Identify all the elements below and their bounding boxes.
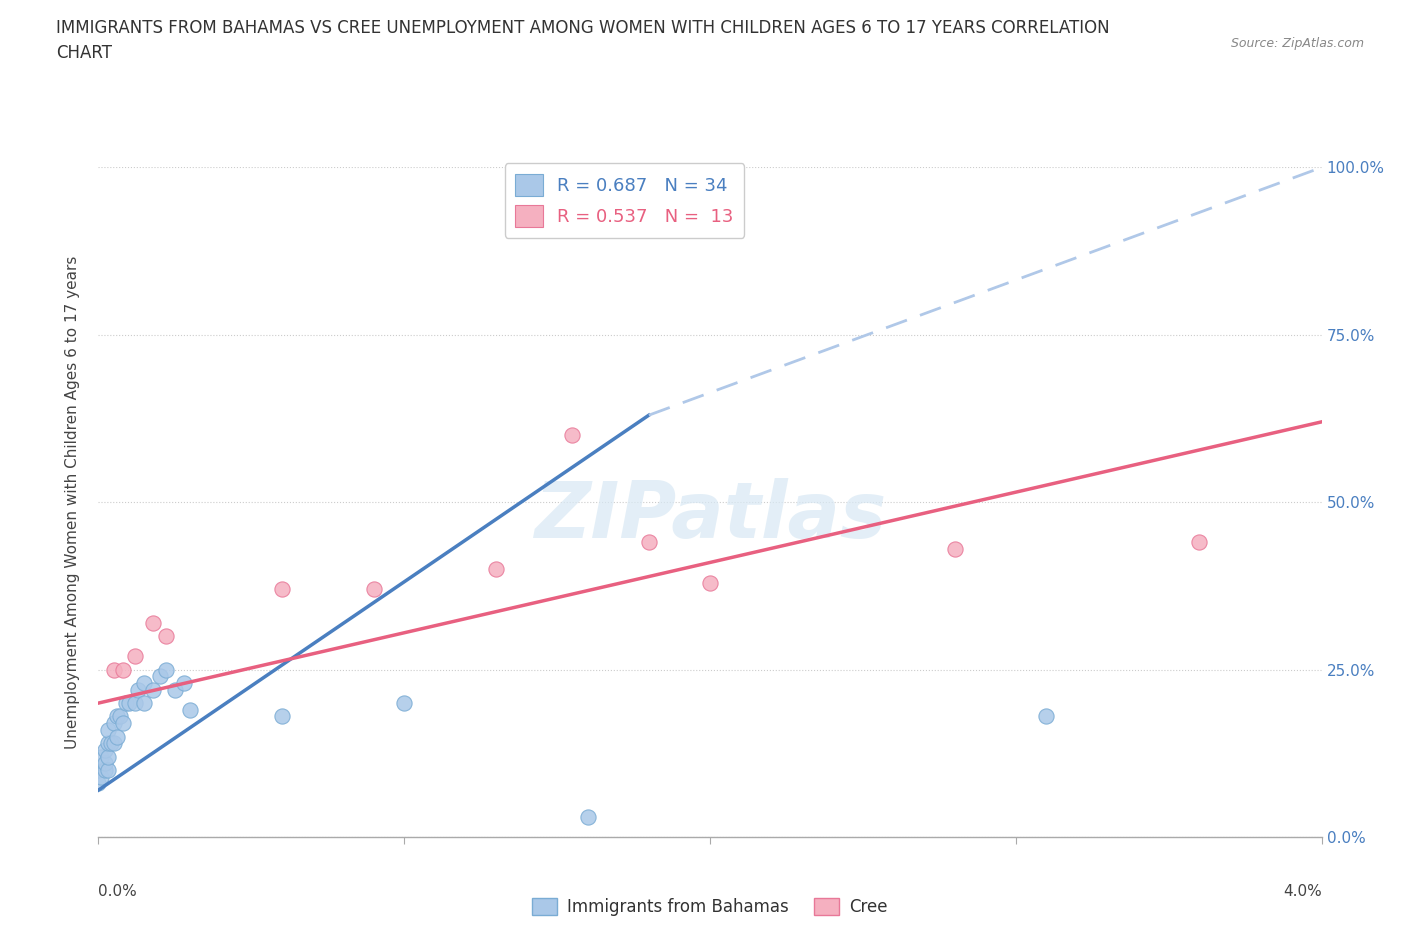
Point bbox=[111, 716, 134, 731]
Point bbox=[111, 662, 134, 677]
Point bbox=[576, 809, 599, 824]
Point bbox=[115, 696, 138, 711]
Point bbox=[100, 736, 122, 751]
Point bbox=[142, 683, 165, 698]
Point bbox=[97, 763, 120, 777]
Point bbox=[699, 575, 721, 590]
Point bbox=[1035, 709, 1057, 724]
Text: 0.0%: 0.0% bbox=[98, 884, 138, 899]
Point bbox=[97, 723, 120, 737]
Point bbox=[127, 683, 149, 698]
Point bbox=[392, 696, 416, 711]
Point bbox=[118, 696, 141, 711]
Point bbox=[105, 709, 128, 724]
Text: ZIPatlas: ZIPatlas bbox=[534, 478, 886, 553]
Point bbox=[87, 776, 110, 790]
Point bbox=[97, 750, 120, 764]
Point bbox=[108, 709, 131, 724]
Point bbox=[637, 535, 661, 550]
Point bbox=[155, 629, 177, 644]
Point bbox=[90, 750, 112, 764]
Text: Source: ZipAtlas.com: Source: ZipAtlas.com bbox=[1230, 37, 1364, 50]
Text: IMMIGRANTS FROM BAHAMAS VS CREE UNEMPLOYMENT AMONG WOMEN WITH CHILDREN AGES 6 TO: IMMIGRANTS FROM BAHAMAS VS CREE UNEMPLOY… bbox=[56, 19, 1109, 61]
Point bbox=[103, 716, 125, 731]
Point bbox=[105, 729, 128, 744]
Legend: Immigrants from Bahamas, Cree: Immigrants from Bahamas, Cree bbox=[526, 891, 894, 923]
Point bbox=[134, 675, 156, 690]
Point bbox=[270, 709, 294, 724]
Point bbox=[87, 763, 110, 777]
Point bbox=[103, 736, 125, 751]
Point bbox=[90, 769, 112, 784]
Text: 4.0%: 4.0% bbox=[1282, 884, 1322, 899]
Point bbox=[485, 562, 508, 577]
Point bbox=[93, 756, 115, 771]
Point bbox=[97, 736, 120, 751]
Point bbox=[270, 582, 294, 597]
Point bbox=[142, 616, 165, 631]
Point bbox=[134, 696, 156, 711]
Point bbox=[124, 649, 146, 664]
Point bbox=[93, 763, 115, 777]
Point bbox=[943, 541, 966, 556]
Point bbox=[124, 696, 146, 711]
Point bbox=[149, 669, 172, 684]
Point bbox=[93, 742, 115, 757]
Point bbox=[1188, 535, 1211, 550]
Point bbox=[561, 428, 583, 443]
Point bbox=[179, 702, 201, 717]
Point bbox=[155, 662, 177, 677]
Point bbox=[163, 683, 186, 698]
Point bbox=[173, 675, 195, 690]
Y-axis label: Unemployment Among Women with Children Ages 6 to 17 years: Unemployment Among Women with Children A… bbox=[65, 256, 80, 749]
Point bbox=[103, 662, 125, 677]
Point bbox=[363, 582, 385, 597]
